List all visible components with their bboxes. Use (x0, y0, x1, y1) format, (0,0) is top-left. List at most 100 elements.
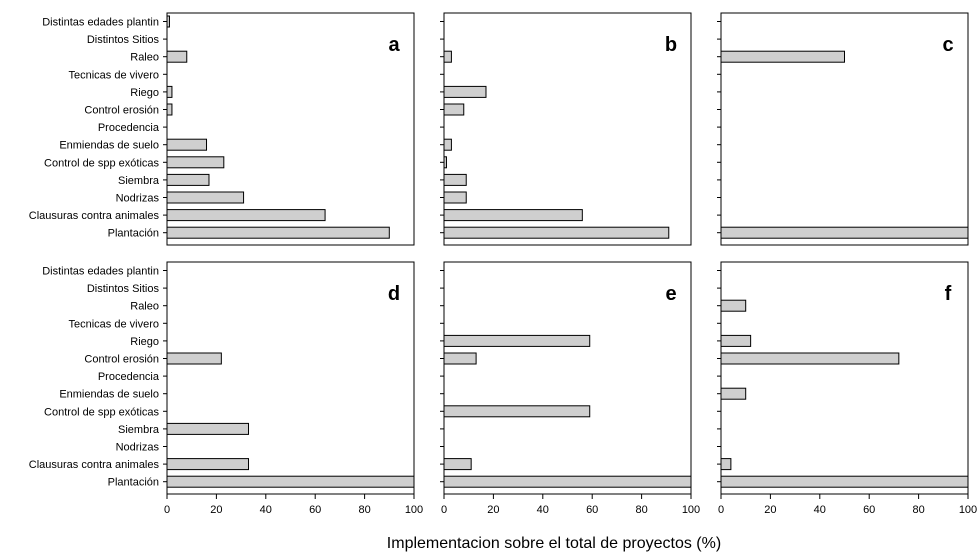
panel-frame (166, 12, 415, 246)
y-tick-label: Clausuras contra animales (29, 210, 160, 222)
y-tick-label: Procedencia (98, 122, 160, 134)
y-tick-label: Control de spp exóticas (44, 406, 159, 418)
panel-frame (443, 12, 692, 246)
bar (443, 85, 487, 98)
panel-frame (166, 261, 415, 495)
x-tick-label: 0 (441, 504, 447, 516)
x-tick-label: 0 (164, 504, 170, 516)
bar (443, 209, 583, 222)
y-tick-label: Control de spp exóticas (44, 157, 159, 169)
y-tick-label: Distintos Sitios (87, 283, 160, 295)
bar (443, 226, 670, 239)
x-tick-label: 80 (635, 504, 647, 516)
x-tick-label: 60 (586, 504, 598, 516)
y-tick-label: Plantación (108, 477, 159, 489)
x-tick-label: 100 (959, 504, 977, 516)
bar (720, 458, 732, 471)
bar (443, 138, 452, 151)
bar (166, 226, 390, 239)
x-tick-label: 60 (309, 504, 321, 516)
panel-frame (443, 261, 692, 495)
bar (443, 405, 591, 418)
y-tick-label: Siembra (118, 424, 160, 436)
y-tick-label: Tecnicas de vivero (69, 69, 160, 81)
x-tick-label: 20 (764, 504, 776, 516)
bar (166, 352, 222, 365)
y-tick-label: Control erosión (84, 105, 159, 117)
bar (166, 156, 225, 169)
y-tick-label: Nodrizas (116, 193, 160, 205)
y-tick-label: Procedencia (98, 371, 160, 383)
bar (443, 352, 477, 365)
panel-e: e 0 20 40 60 80 100 (440, 261, 700, 516)
y-tick-label: Plantación (108, 228, 159, 240)
bar (720, 299, 747, 312)
bar (443, 334, 591, 347)
y-tick-label: Riego (130, 87, 159, 99)
bar (166, 475, 415, 488)
bar (166, 422, 250, 435)
bar (166, 15, 170, 28)
x-axis-label: Implementacion sobre el total de proyect… (387, 535, 721, 552)
panels: Distintas edades plantin Distintos Sitios… (29, 12, 977, 516)
x-tick-label: 80 (358, 504, 370, 516)
bar (443, 191, 467, 204)
bar (166, 191, 245, 204)
panel-letter: e (665, 283, 676, 305)
panel-letter: d (388, 283, 400, 305)
x-tick-label: 80 (912, 504, 924, 516)
panel-c: c (717, 12, 969, 246)
bar (443, 103, 465, 116)
x-tick-label: 40 (537, 504, 549, 516)
bar (720, 50, 845, 63)
panel-frame (720, 261, 969, 495)
x-tick-label: 20 (210, 504, 222, 516)
y-tick-label: Raleo (130, 52, 159, 64)
bar (443, 173, 467, 186)
bar (166, 173, 210, 186)
x-tick-label: 40 (260, 504, 272, 516)
x-tick-label: 100 (682, 504, 700, 516)
y-tick-label: Enmiendas de suelo (59, 389, 159, 401)
y-tick-label: Control erosión (84, 354, 159, 366)
x-tick-label: 40 (814, 504, 826, 516)
panel-b: b (440, 12, 692, 246)
y-tick-label: Raleo (130, 301, 159, 313)
y-tick-label: Tecnicas de vivero (69, 318, 160, 330)
y-tick-label: Nodrizas (116, 442, 160, 454)
panel-letter: b (665, 34, 677, 56)
y-tick-label: Riego (130, 336, 159, 348)
y-tick-label: Distintas edades plantin (42, 266, 159, 278)
panel-a: Distintas edades plantin Distintos Sitios… (29, 12, 415, 246)
x-tick-label: 100 (405, 504, 423, 516)
panel-letter: f (945, 283, 952, 305)
y-tick-label: Enmiendas de suelo (59, 140, 159, 152)
y-tick-label: Distintas edades plantin (42, 17, 159, 29)
bar (166, 103, 173, 116)
y-tick-label: Siembra (118, 175, 160, 187)
x-tick-label: 20 (487, 504, 499, 516)
y-tick-label: Distintos Sitios (87, 34, 160, 46)
bar (166, 50, 188, 63)
bar (720, 387, 747, 400)
bar (443, 156, 447, 169)
bar (720, 475, 969, 488)
panel-d: Distintas edades plantin Distintos Sitios… (29, 261, 423, 516)
y-tick-label: Clausuras contra animales (29, 459, 160, 471)
panel-letter: c (942, 34, 953, 56)
bar (166, 209, 326, 222)
panel-letter: a (388, 34, 400, 56)
x-tick-label: 60 (863, 504, 875, 516)
bar (720, 226, 969, 239)
panel-frame (720, 12, 969, 246)
bar (443, 50, 452, 63)
bar (166, 138, 208, 151)
bar (166, 85, 173, 98)
bar (443, 475, 692, 488)
bar (720, 334, 752, 347)
bar (166, 458, 250, 471)
bar (443, 458, 472, 471)
panel-f: f 0 20 40 60 80 100 (717, 261, 977, 516)
x-tick-label: 0 (718, 504, 724, 516)
